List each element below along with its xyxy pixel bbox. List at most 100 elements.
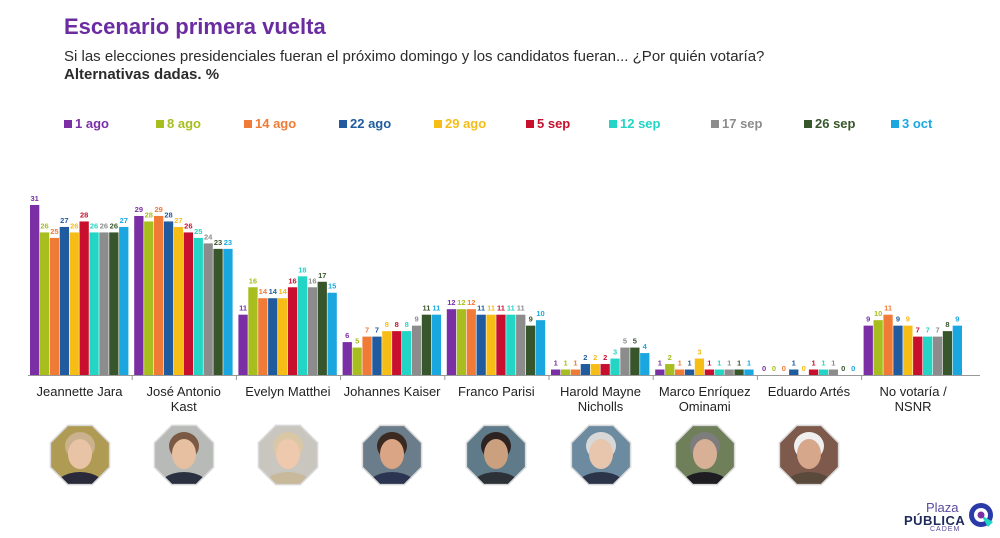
bar (476, 314, 486, 375)
legend-swatch (244, 119, 252, 128)
bar (590, 364, 600, 375)
chart-note: Alternativas dadas. % (64, 66, 220, 83)
portrait-icon (778, 424, 840, 486)
bar (873, 320, 883, 375)
data-label: 9 (866, 315, 870, 324)
plaza-publica-logo: Plaza PÚBLICA CADEM (900, 500, 996, 534)
data-label: 0 (802, 364, 806, 373)
bar (808, 369, 819, 375)
data-label: 1 (747, 359, 751, 368)
bar (248, 287, 258, 375)
bar (883, 314, 893, 375)
bar (913, 336, 923, 375)
legend-swatch (339, 119, 347, 128)
bar (496, 314, 506, 375)
bar (580, 364, 590, 375)
legend-swatch (711, 119, 719, 128)
data-label: 2 (668, 353, 672, 362)
category-label: Marco Enríquez Ominami (659, 384, 751, 414)
bar (39, 232, 50, 375)
legend-item: 22 ago (339, 116, 391, 131)
bar (287, 287, 298, 375)
category-label: José Antonio Kast (146, 384, 220, 414)
bar (655, 369, 665, 375)
data-label: 27 (60, 216, 68, 225)
bar (317, 281, 327, 375)
data-label: 18 (298, 265, 306, 274)
data-label: 8 (385, 320, 389, 329)
data-label: 1 (658, 359, 662, 368)
data-label: 14 (269, 287, 278, 296)
bar (431, 314, 441, 375)
legend-item: 8 ago (156, 116, 201, 131)
legend-item: 5 sep (526, 116, 570, 131)
data-label: 1 (563, 359, 567, 368)
bar (69, 232, 79, 375)
data-label: 1 (737, 359, 741, 368)
data-label: 29 (135, 205, 143, 214)
legend-label: 14 ago (255, 116, 297, 131)
legend-label: 12 sep (620, 116, 661, 131)
bar (942, 331, 953, 375)
bar (863, 325, 873, 375)
data-label: 0 (782, 364, 786, 373)
data-label: 27 (174, 216, 182, 225)
data-label: 11 (239, 304, 247, 313)
bar (342, 342, 352, 375)
data-label: 1 (792, 359, 796, 368)
bar (421, 314, 432, 375)
data-label: 1 (727, 359, 731, 368)
bar (694, 358, 705, 375)
legend-item: 1 ago (64, 116, 109, 131)
bar (516, 314, 526, 375)
bar (119, 226, 129, 375)
page-title: Escenario primera vuelta (64, 14, 326, 39)
data-label: 1 (811, 359, 815, 368)
data-label: 26 (110, 221, 118, 230)
data-label: 16 (308, 276, 316, 285)
data-label: 10 (874, 309, 882, 318)
data-label: 5 (633, 337, 637, 346)
bar (49, 237, 60, 375)
bar (903, 325, 913, 375)
data-label: 1 (687, 359, 691, 368)
data-label: 24 (204, 232, 213, 241)
category-label: Evelyn Matthei (245, 384, 330, 399)
data-label: 23 (214, 238, 222, 247)
data-label: 27 (120, 216, 128, 225)
data-label: 28 (164, 210, 172, 219)
data-label: 26 (100, 221, 108, 230)
bar (818, 369, 829, 375)
data-label: 31 (30, 194, 38, 203)
bar (258, 298, 268, 375)
data-label: 16 (288, 276, 296, 285)
data-label: 11 (517, 304, 525, 313)
data-label: 1 (573, 359, 577, 368)
bar (724, 369, 734, 375)
data-label: 11 (487, 304, 495, 313)
data-label: 7 (935, 326, 939, 335)
legend-swatch (64, 119, 72, 128)
data-label: 16 (249, 276, 257, 285)
data-label: 26 (90, 221, 98, 230)
bar (59, 226, 69, 375)
legend-label: 22 ago (350, 116, 392, 131)
data-label: 2 (603, 353, 607, 362)
bar (684, 369, 695, 375)
data-label: 10 (536, 309, 544, 318)
bar (109, 232, 119, 375)
data-label: 26 (40, 221, 48, 230)
data-label: 25 (194, 227, 202, 236)
data-label: 15 (328, 282, 336, 291)
data-label: 7 (916, 326, 920, 335)
data-label: 28 (80, 210, 88, 219)
legend-swatch (609, 119, 617, 128)
category-label: Harold Mayne Nicholls (560, 384, 641, 414)
bar (173, 226, 184, 375)
bar (620, 347, 630, 375)
data-label: 9 (414, 315, 418, 324)
legend-label: 3 oct (902, 116, 933, 131)
data-label: 29 (154, 205, 162, 214)
data-label: 5 (355, 337, 359, 346)
data-label: 1 (678, 359, 682, 368)
